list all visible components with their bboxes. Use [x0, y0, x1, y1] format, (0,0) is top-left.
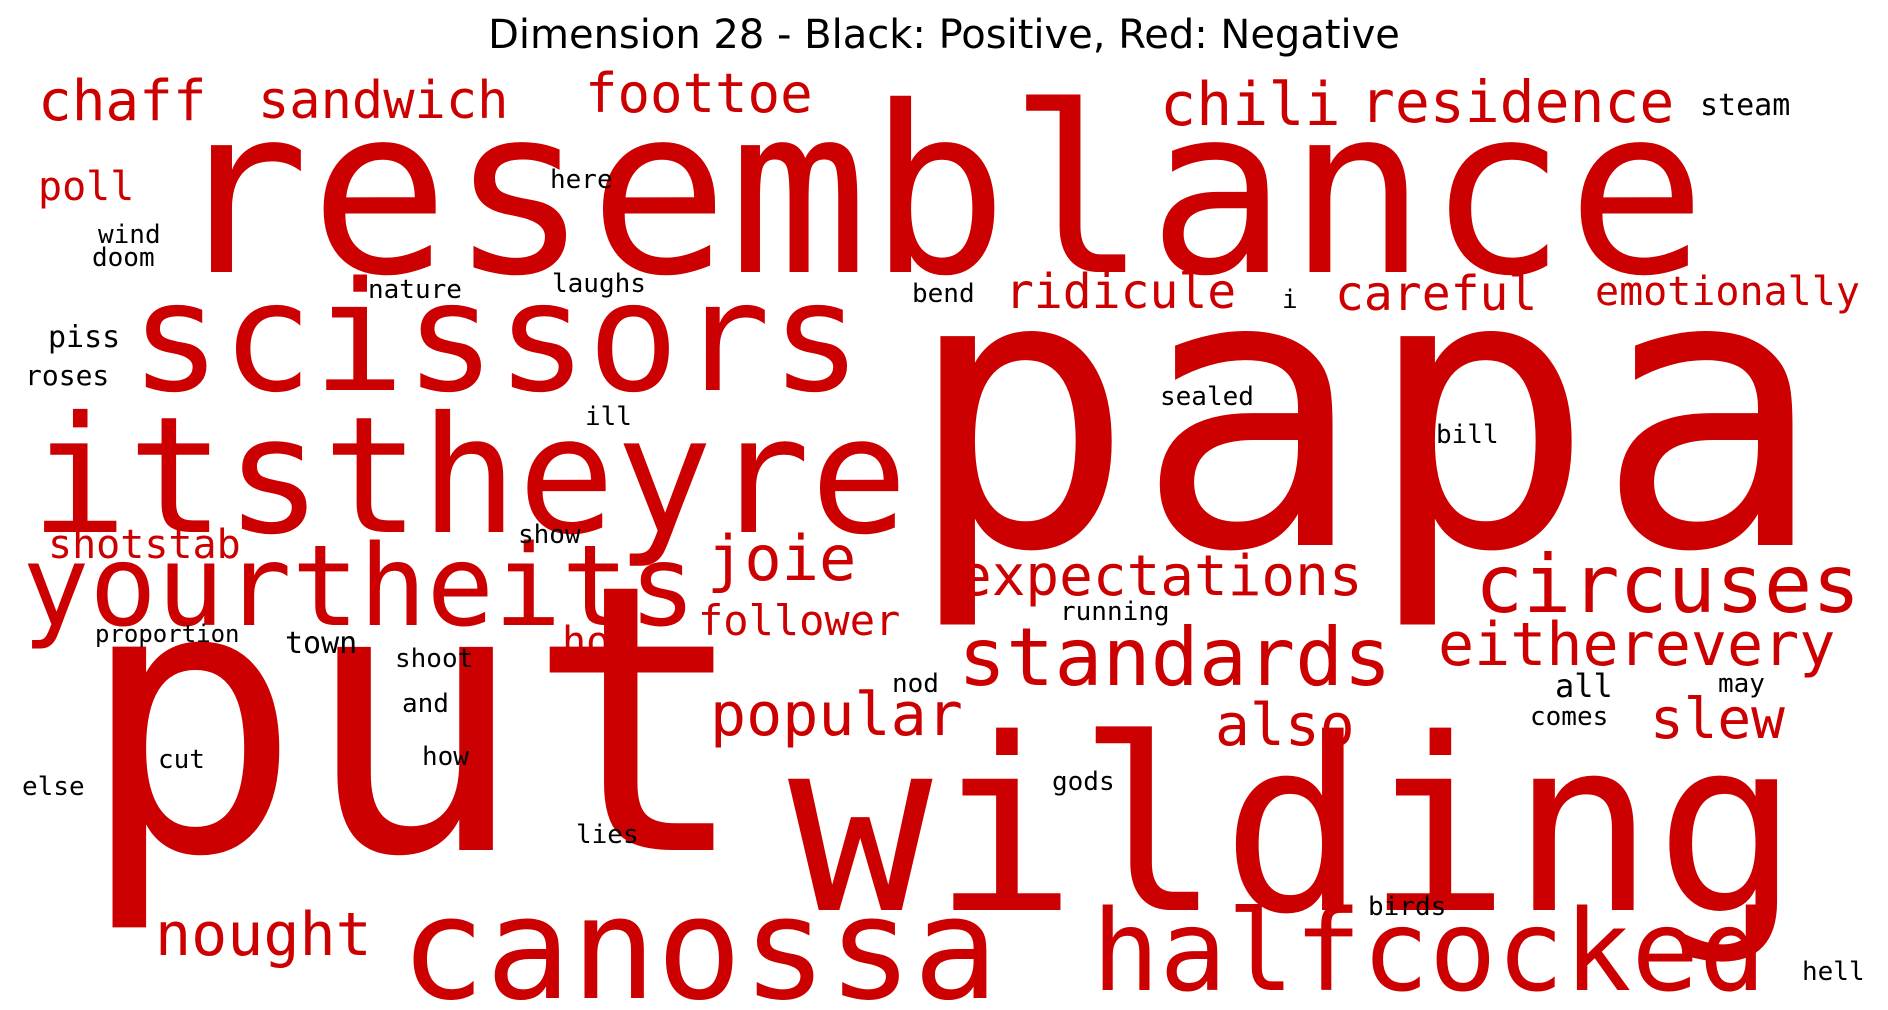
- word-itstheyre: itstheyre: [30, 383, 908, 571]
- word-follower: follower: [698, 596, 900, 645]
- word-nod: nod: [892, 669, 939, 699]
- word-scissors: scissors: [130, 249, 862, 426]
- word-standards: standards: [958, 611, 1391, 704]
- word-all: all: [1555, 667, 1613, 705]
- word-how: how: [422, 742, 469, 772]
- word-eitherevery: eitherevery: [1438, 610, 1835, 680]
- word-ridicule: ridicule: [1005, 264, 1236, 320]
- word-sandwich: sandwich: [258, 71, 508, 131]
- word-comes: comes: [1530, 702, 1608, 732]
- word-roses: roses: [25, 359, 109, 392]
- word-hol: hol: [562, 619, 634, 665]
- word-papa: papa: [905, 191, 1825, 636]
- word-halfcocked: halfcocked: [1092, 887, 1766, 1010]
- word-town: town: [285, 626, 357, 661]
- word-foottoe: foottoe: [585, 62, 813, 125]
- word-expectations: expectations: [958, 544, 1363, 609]
- word-wind: wind: [98, 220, 161, 250]
- word-nature: nature: [368, 275, 462, 305]
- word-piss: piss: [48, 320, 120, 355]
- word-steam: steam: [1700, 88, 1790, 123]
- word-canossa: canossa: [400, 867, 998, 1010]
- word-cut: cut: [158, 745, 205, 775]
- word-i: i: [1282, 285, 1298, 315]
- word-ill: ill: [585, 402, 632, 432]
- word-careful: careful: [1335, 266, 1537, 322]
- word-chili: chili: [1160, 70, 1341, 140]
- word-bill: bill: [1436, 420, 1499, 450]
- word-popular: popular: [710, 680, 963, 750]
- word-circuses: circuses: [1475, 538, 1860, 631]
- word-gods: gods: [1052, 767, 1115, 797]
- word-sealed: sealed: [1160, 382, 1254, 412]
- word-nought: nought: [155, 900, 372, 970]
- word-resemblance: resemblance: [170, 57, 1706, 327]
- word-hell: hell: [1802, 957, 1865, 987]
- word-and: and: [402, 689, 449, 719]
- word-residence: residence: [1360, 68, 1674, 136]
- word-lies: lies: [576, 820, 639, 850]
- word-may: may: [1718, 669, 1765, 699]
- word-shoot: shoot: [395, 644, 473, 674]
- word-chaff: chaff: [38, 69, 207, 134]
- word-here: here: [550, 165, 613, 195]
- word-birds: birds: [1368, 892, 1446, 922]
- word-joie: joie: [707, 522, 856, 595]
- word-show: show: [518, 520, 581, 550]
- word-wilding: wilding: [788, 687, 1799, 967]
- word-also: also: [1215, 691, 1355, 759]
- word-running: running: [1060, 597, 1170, 627]
- word-put: put: [78, 505, 750, 938]
- word-proportion: proportion: [95, 620, 240, 648]
- word-yourtheits: yourtheits: [22, 522, 696, 652]
- word-doom: doom: [92, 243, 155, 273]
- word-emotionally: emotionally: [1595, 269, 1860, 315]
- word-slew: slew: [1650, 687, 1785, 752]
- word-bend: bend: [912, 279, 975, 309]
- word-else: else: [22, 772, 85, 802]
- chart-title: Dimension 28 - Black: Positive, Red: Neg…: [488, 12, 1400, 58]
- word-shotstab: shotstab: [48, 522, 241, 568]
- word-laughs: laughs: [552, 269, 646, 299]
- word-poll: poll: [38, 164, 134, 210]
